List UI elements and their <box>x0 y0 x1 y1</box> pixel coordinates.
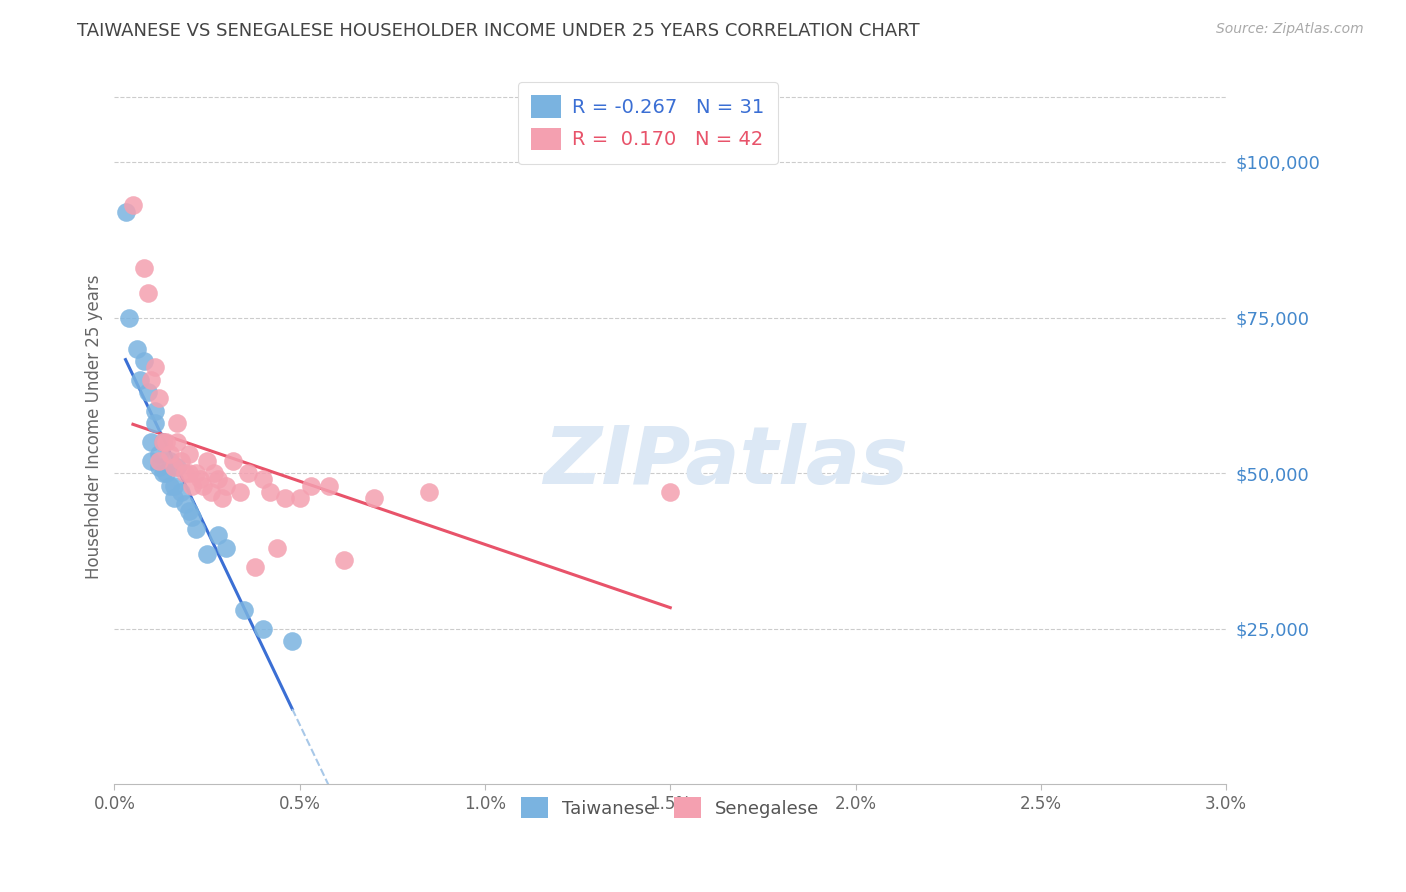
Point <box>229 484 252 499</box>
Point <box>245 559 267 574</box>
Point <box>418 484 440 499</box>
Point <box>177 503 200 517</box>
Point <box>281 634 304 648</box>
Point <box>159 448 181 462</box>
Point <box>152 466 174 480</box>
Y-axis label: Householder Income Under 25 years: Householder Income Under 25 years <box>86 274 103 579</box>
Point <box>170 484 193 499</box>
Point <box>159 453 181 467</box>
Point <box>181 478 204 492</box>
Point <box>233 603 256 617</box>
Point <box>132 354 155 368</box>
Point <box>148 448 170 462</box>
Point <box>177 466 200 480</box>
Point <box>163 478 186 492</box>
Point <box>200 484 222 499</box>
Point <box>318 478 340 492</box>
Point <box>170 453 193 467</box>
Point <box>214 478 236 492</box>
Point <box>136 285 159 300</box>
Point <box>163 491 186 505</box>
Text: TAIWANESE VS SENEGALESE HOUSEHOLDER INCOME UNDER 25 YEARS CORRELATION CHART: TAIWANESE VS SENEGALESE HOUSEHOLDER INCO… <box>77 22 920 40</box>
Point <box>155 435 177 450</box>
Point <box>214 541 236 555</box>
Legend: Taiwanese, Senegalese: Taiwanese, Senegalese <box>513 790 827 825</box>
Point <box>173 466 195 480</box>
Point <box>166 459 188 474</box>
Point <box>288 491 311 505</box>
Point <box>184 466 207 480</box>
Point <box>211 491 233 505</box>
Point <box>193 478 215 492</box>
Point <box>222 453 245 467</box>
Point <box>184 522 207 536</box>
Point <box>207 528 229 542</box>
Point <box>152 435 174 450</box>
Point <box>136 385 159 400</box>
Point <box>148 453 170 467</box>
Point <box>114 204 136 219</box>
Point <box>252 472 274 486</box>
Point <box>252 622 274 636</box>
Point <box>266 541 288 555</box>
Text: Source: ZipAtlas.com: Source: ZipAtlas.com <box>1216 22 1364 37</box>
Point <box>659 484 682 499</box>
Point <box>155 466 177 480</box>
Point <box>188 472 211 486</box>
Point <box>141 453 163 467</box>
Point <box>143 417 166 431</box>
Point <box>333 553 356 567</box>
Point <box>143 404 166 418</box>
Point <box>122 198 145 212</box>
Point <box>159 478 181 492</box>
Point <box>125 342 148 356</box>
Point <box>132 260 155 275</box>
Point <box>173 497 195 511</box>
Point <box>195 453 218 467</box>
Point <box>363 491 385 505</box>
Point <box>259 484 281 499</box>
Point <box>148 392 170 406</box>
Point <box>299 478 322 492</box>
Point <box>152 435 174 450</box>
Point <box>236 466 259 480</box>
Text: ZIPatlas: ZIPatlas <box>543 424 908 501</box>
Point <box>148 459 170 474</box>
Point <box>274 491 297 505</box>
Point <box>118 310 141 325</box>
Point <box>181 509 204 524</box>
Point <box>207 472 229 486</box>
Point <box>141 435 163 450</box>
Point <box>166 435 188 450</box>
Point <box>177 448 200 462</box>
Point <box>204 466 226 480</box>
Point <box>143 360 166 375</box>
Point <box>163 459 186 474</box>
Point <box>141 373 163 387</box>
Point <box>195 547 218 561</box>
Point <box>129 373 152 387</box>
Point <box>166 417 188 431</box>
